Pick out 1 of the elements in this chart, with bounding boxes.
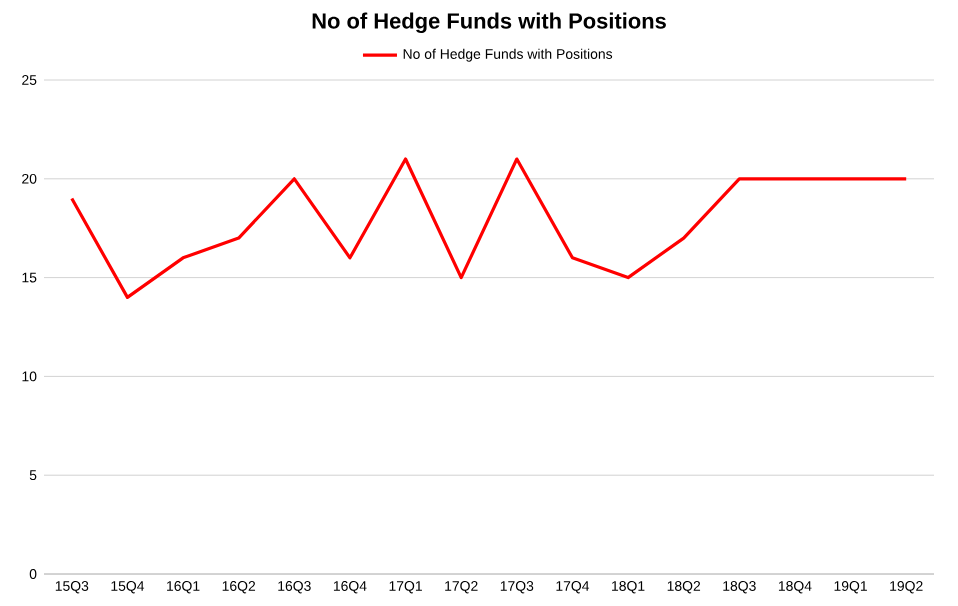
chart-title: No of Hedge Funds with Positions xyxy=(312,12,666,34)
